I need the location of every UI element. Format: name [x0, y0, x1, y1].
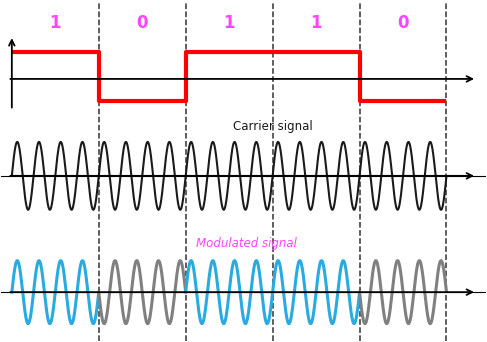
Text: 1: 1 — [224, 14, 235, 32]
Text: Carrier signal: Carrier signal — [233, 120, 313, 133]
Text: 0: 0 — [136, 14, 148, 32]
Text: 0: 0 — [397, 14, 409, 32]
Text: 1: 1 — [310, 14, 322, 32]
Text: 1: 1 — [50, 14, 61, 32]
Text: Modulated signal: Modulated signal — [196, 237, 297, 250]
